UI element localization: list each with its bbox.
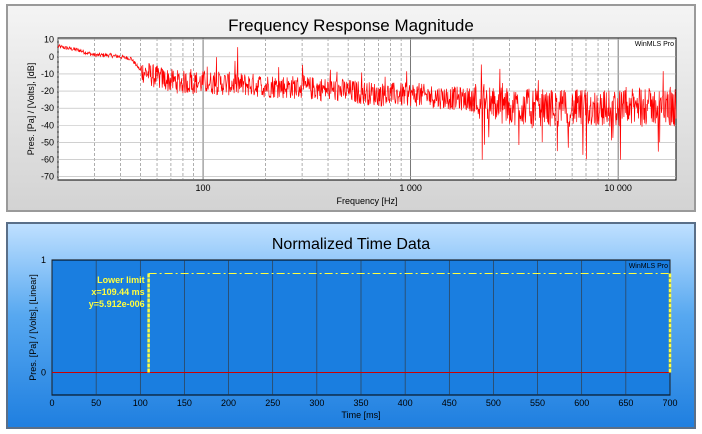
x-tick-label: 200	[221, 398, 236, 408]
x-tick-label: 10 000	[604, 183, 632, 193]
x-tick-label: 350	[353, 398, 368, 408]
x-tick-label: 450	[442, 398, 457, 408]
x-axis-label: Frequency [Hz]	[336, 196, 397, 206]
x-tick-label: 100	[196, 183, 211, 193]
frequency-response-title: Frequency Response Magnitude	[228, 16, 474, 35]
y-tick-label: 0	[41, 368, 46, 378]
y-axis-label: Pres. [Pa] / [Volts], [Linear]	[28, 274, 38, 381]
y-tick-label: -50	[41, 137, 54, 147]
winmls-badge: WinMLS Pro	[635, 41, 674, 48]
cursor-x-readout: x=109.44 ms	[91, 287, 144, 297]
x-tick-label: 650	[618, 398, 633, 408]
frequency-response-chart[interactable]: 100 1 000 10 000100-10-20-30-40-50-60-70Wi…	[26, 35, 677, 206]
y-tick-label: -30	[41, 103, 54, 113]
y-tick-label: -40	[41, 120, 54, 130]
cursor-y-readout: y=5.912e-006	[89, 299, 145, 309]
y-tick-label: -70	[41, 172, 54, 182]
winmls-badge: WinMLS Pro	[629, 263, 668, 270]
x-tick-label: 50	[91, 398, 101, 408]
y-tick-label: 1	[41, 255, 46, 265]
y-tick-label: -60	[41, 154, 54, 164]
x-tick-label: 500	[486, 398, 501, 408]
x-tick-label: 300	[309, 398, 324, 408]
x-tick-label: 0	[49, 398, 54, 408]
time-data-title: Normalized Time Data	[271, 236, 431, 253]
x-tick-label: 1 000	[399, 183, 422, 193]
y-tick-label: -10	[41, 69, 54, 79]
x-tick-label: 600	[574, 398, 589, 408]
x-tick-label: 550	[530, 398, 545, 408]
y-axis-label: Pres. [Pa] / [Volts], [dB]	[26, 63, 36, 156]
y-tick-label: 10	[44, 35, 54, 45]
y-tick-label: -20	[41, 86, 54, 96]
x-tick-label: 400	[398, 398, 413, 408]
time-data-chart[interactable]: 0 50 100 150 200 250 300 350 400 450 500 550 600 650 7…	[28, 255, 678, 420]
y-tick-label: 0	[49, 52, 54, 62]
x-tick-label: 250	[265, 398, 280, 408]
x-tick-label: 100	[133, 398, 148, 408]
cursor-label: Lower limit	[97, 275, 145, 285]
x-tick-label: 700	[662, 398, 677, 408]
x-axis-label: Time [ms]	[341, 410, 380, 420]
frequency-response-trace	[57, 43, 677, 160]
x-tick-label: 150	[177, 398, 192, 408]
